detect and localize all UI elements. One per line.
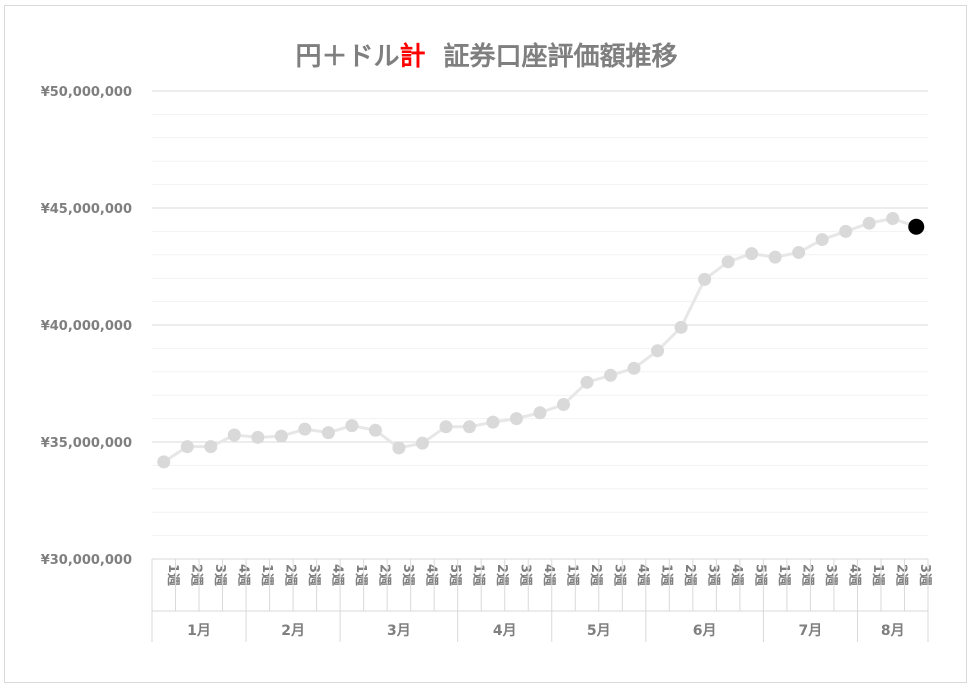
data-point [580,375,594,389]
week-tick-label: 2週 [588,564,603,586]
week-tick-label: 4週 [729,564,744,586]
chart-title-accent: 計 [399,42,426,72]
data-point [557,398,571,412]
week-tick-label: 2週 [376,564,391,586]
month-tick-label: 4月 [493,623,517,639]
week-tick-label: 3週 [212,564,227,586]
y-tick-label: ¥45,000,000 [41,202,132,217]
data-point [604,368,618,382]
week-tick-label: 1週 [165,564,180,586]
data-point [745,247,759,261]
data-point [674,320,688,334]
week-tick-label: 5週 [447,564,462,586]
data-point [862,216,876,230]
data-point [227,428,241,442]
data-point [345,419,359,433]
data-point [321,426,335,440]
week-tick-label: 3週 [517,564,532,586]
week-tick-label: 2週 [188,564,203,586]
data-point [651,344,665,358]
week-tick-label: 2週 [282,564,297,586]
week-tick-label: 4週 [541,564,556,586]
data-point [392,441,406,455]
data-point [274,429,288,443]
data-point [509,412,523,426]
week-tick-label: 3週 [706,564,721,586]
chart-title-part3: 証券口座評価額推移 [443,42,678,72]
data-point [792,245,806,259]
week-tick-label: 3週 [612,564,627,586]
y-tick-label: ¥35,000,000 [41,436,132,451]
month-tick-label: 6月 [693,623,717,639]
week-tick-label: 3週 [306,564,321,586]
week-tick-label: 4週 [635,564,650,586]
data-point [698,272,712,286]
month-tick-label: 8月 [881,623,905,639]
month-tick-label: 2月 [281,623,305,639]
chart-title: 円＋ドル計 証券口座評価額推移 [0,36,973,73]
week-tick-label: 5週 [753,564,768,586]
y-tick-label: ¥50,000,000 [41,85,132,100]
week-tick-label: 1週 [776,564,791,586]
week-tick-label: 2週 [800,564,815,586]
week-tick-label: 3週 [823,564,838,586]
chart-area [4,5,967,683]
month-tick-label: 5月 [587,623,611,639]
data-point [298,422,312,436]
y-tick-label: ¥30,000,000 [41,553,132,568]
data-point [439,420,453,434]
data-point [204,440,218,454]
week-tick-label: 4週 [329,564,344,586]
y-tick-label: ¥40,000,000 [41,319,132,334]
data-point [627,361,641,375]
week-tick-label: 1週 [659,564,674,586]
data-point [486,415,500,429]
week-tick-label: 2週 [494,564,509,586]
week-tick-label: 4週 [847,564,862,586]
data-point [839,224,853,238]
week-tick-label: 2週 [682,564,697,586]
month-tick-label: 3月 [387,623,411,639]
data-point [251,430,265,444]
data-point [415,436,429,450]
week-tick-label: 4週 [235,564,250,586]
data-point [180,440,194,454]
latest-data-point [908,218,925,235]
data-point [462,420,476,434]
data-point [721,255,735,269]
week-tick-label: 2週 [894,564,909,586]
week-tick-label: 3週 [917,564,932,586]
week-tick-label: 3週 [400,564,415,586]
data-point [533,406,547,420]
week-tick-label: 4週 [423,564,438,586]
data-point [157,455,171,469]
data-point [815,233,829,247]
week-tick-label: 1週 [353,564,368,586]
week-tick-label: 1週 [565,564,580,586]
month-tick-label: 1月 [187,623,211,639]
data-point [768,250,782,264]
week-tick-label: 1週 [470,564,485,586]
week-tick-label: 1週 [870,564,885,586]
chart-title-part1: 円＋ドル [295,42,400,72]
week-tick-label: 1週 [259,564,274,586]
data-point [886,212,900,226]
month-tick-label: 7月 [799,623,823,639]
data-point [368,423,382,437]
